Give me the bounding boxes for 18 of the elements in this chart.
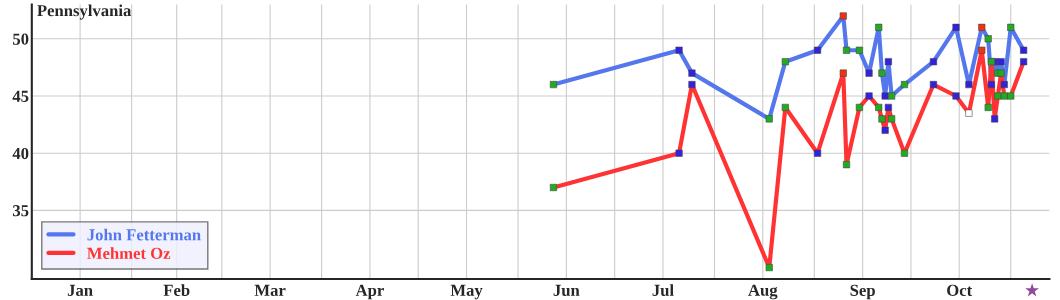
y-tick-label: 45 (12, 90, 29, 102)
y-tick-label: 35 (12, 205, 29, 217)
x-tick-label: Jun (553, 284, 580, 296)
x-tick-label: Jul (652, 284, 674, 296)
x-tick-label: Jan (67, 284, 93, 296)
x-tick-label: Apr (355, 284, 384, 300)
text: ★ (1025, 283, 1040, 297)
y-tick-label: 40 (12, 147, 29, 160)
chart-title: Pennsylvania (37, 4, 132, 20)
x-tick-label: Mar (254, 284, 286, 296)
x-tick-label: Aug (748, 284, 778, 300)
y-tick-label: 50 (13, 33, 29, 45)
x-tick-label: Feb (163, 284, 190, 296)
legend-label: John Fetterman (87, 228, 201, 241)
legend-label: Mehmet Oz (87, 247, 171, 259)
x-tick-label: Oct (947, 284, 973, 296)
x-tick-label: Sep (850, 284, 875, 300)
x-tick-label: May (450, 284, 483, 300)
